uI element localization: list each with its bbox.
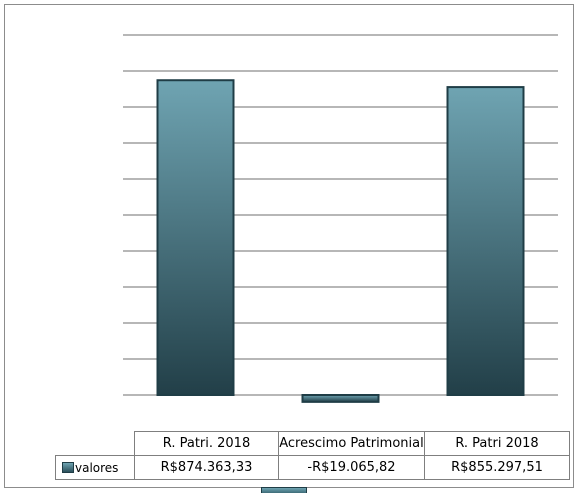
legend-key-fragment [261,487,307,493]
bar-2 [301,394,380,403]
bar-1 [156,79,235,397]
bars [156,79,525,403]
bar-chart [123,34,558,403]
legend-key-icon [62,461,74,473]
category-label-1: R. Patri. 2018 [134,431,279,456]
data-table-value-row: valores R$874.363,33 -R$19.065,82 R$855.… [55,455,570,480]
bar-3 [446,86,525,396]
data-table: R. Patri. 2018 Acrescimo Patrimonial R. … [55,431,570,480]
data-table-corner [56,432,135,456]
category-label-2: Acrescimo Patrimonial [278,431,425,456]
data-label-3: R$855.297,51 [424,455,570,480]
series-name: valores [75,460,119,475]
data-label-2: -R$19.065,82 [278,455,425,480]
chart-frame: R. Patri. 2018 Acrescimo Patrimonial R. … [4,4,574,488]
data-table-header-row: R. Patri. 2018 Acrescimo Patrimonial R. … [56,431,570,456]
legend-entry: valores [55,455,135,480]
data-label-1: R$874.363,33 [134,455,279,480]
category-label-3: R. Patri 2018 [424,431,570,456]
